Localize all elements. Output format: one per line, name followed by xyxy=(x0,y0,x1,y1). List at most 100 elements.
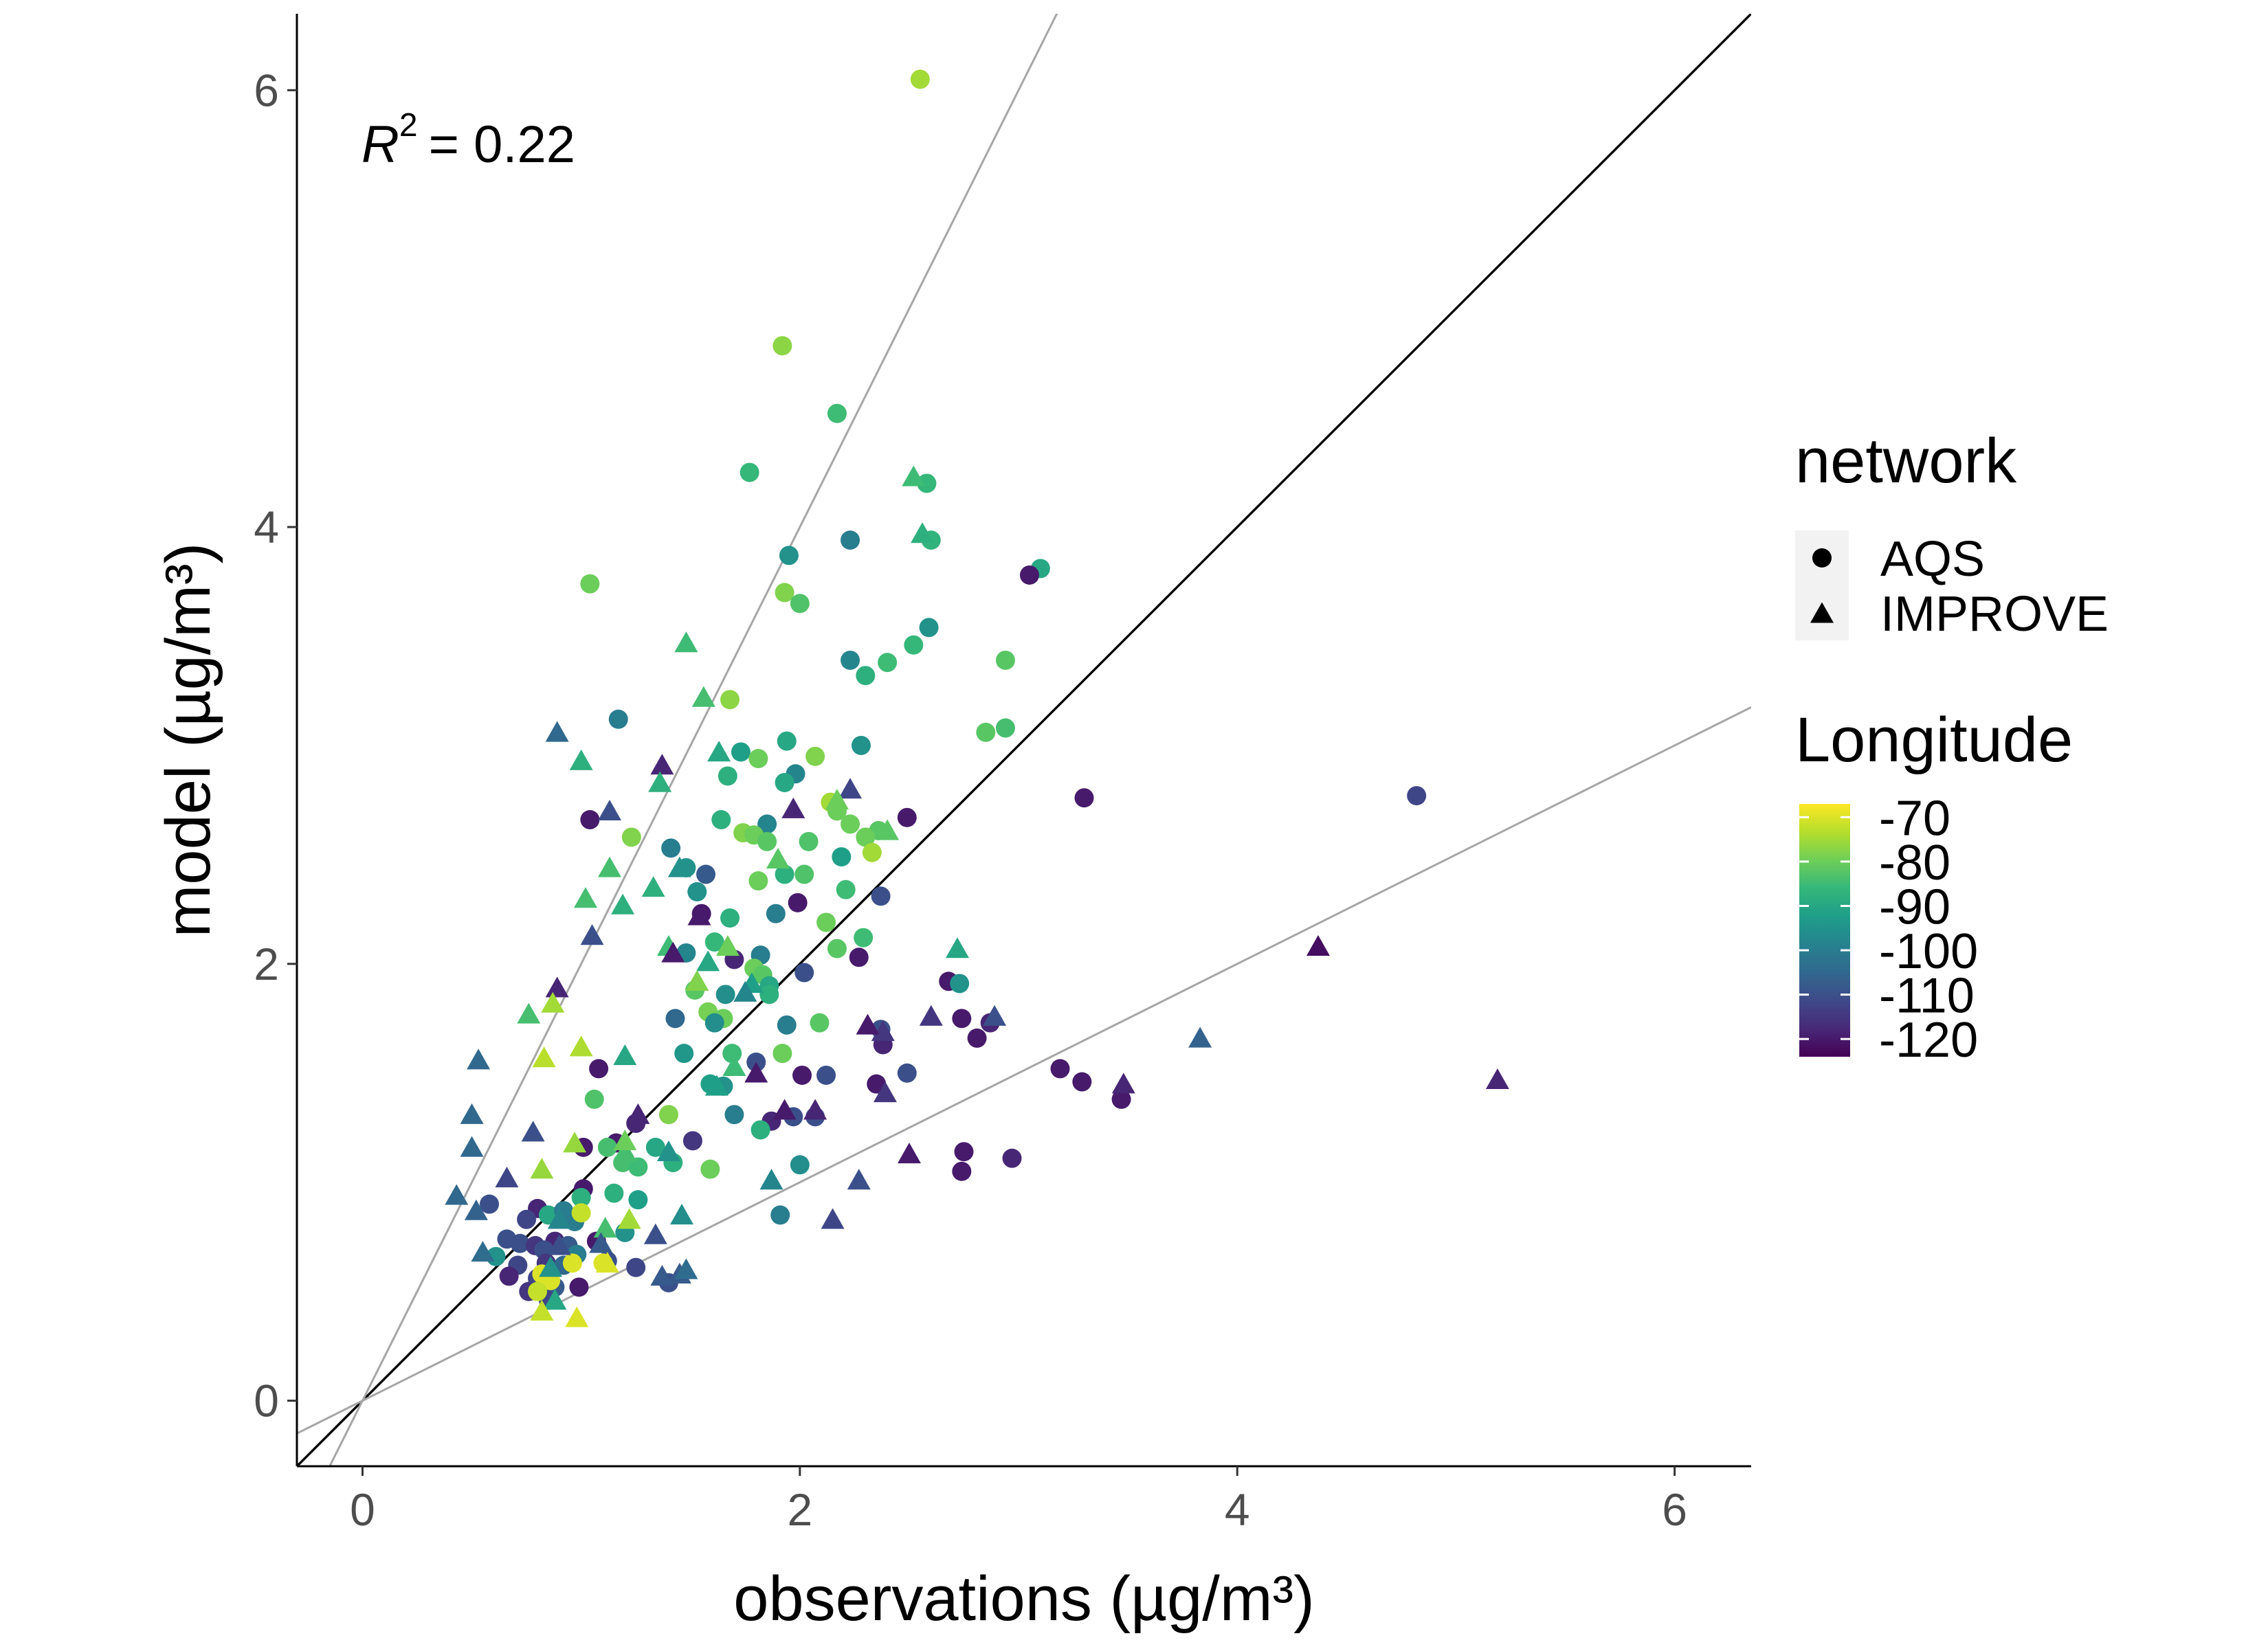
improve-point xyxy=(617,1208,641,1229)
improve-point xyxy=(641,876,665,897)
legend-network-label: IMPROVE xyxy=(1880,587,2109,642)
legend-circle-key xyxy=(1812,548,1832,568)
aqs-point xyxy=(711,810,731,830)
aqs-point xyxy=(777,1015,797,1035)
aqs-point xyxy=(810,1013,830,1033)
aqs-point xyxy=(584,1089,604,1109)
improve-point xyxy=(589,1232,613,1253)
improve-point xyxy=(902,465,926,486)
longitude-colorbar-ticks: -70-80-90-100-110-120 xyxy=(1799,791,1978,1068)
aqs-point xyxy=(1074,788,1094,808)
aqs-point xyxy=(626,1257,646,1277)
aqs-point xyxy=(816,1065,836,1085)
r2-annotation: R2 = 0.22 xyxy=(362,107,575,174)
aqs-point xyxy=(841,650,860,670)
improve-point xyxy=(856,1013,880,1035)
improve-point xyxy=(911,522,935,543)
legend-longitude-title: Longitude xyxy=(1795,705,2073,775)
improve-point xyxy=(704,1075,729,1096)
improve-point xyxy=(539,1256,563,1277)
aqs-point xyxy=(645,1137,665,1157)
aqs-point xyxy=(597,1137,617,1157)
x-axis-ticks: 0 2 4 6 xyxy=(350,1466,1687,1535)
aqs-point xyxy=(661,838,681,858)
improve-point xyxy=(467,1048,491,1070)
aqs-point xyxy=(952,1009,972,1029)
improve-point xyxy=(593,1217,617,1238)
improve-point xyxy=(547,1234,571,1255)
improve-point xyxy=(464,1199,488,1220)
improve-point xyxy=(1188,1027,1212,1048)
y-tick-label: 4 xyxy=(254,502,279,552)
aqs-point xyxy=(608,709,628,729)
aqs-point xyxy=(841,530,860,550)
aqs-point xyxy=(794,864,814,884)
y-axis-title: model (µg/m³) xyxy=(153,543,223,937)
colorbar-tick-label: -90 xyxy=(1879,879,1950,934)
x-tick-label: 6 xyxy=(1662,1484,1687,1535)
aqs-point xyxy=(766,904,786,923)
aqs-point xyxy=(757,814,777,834)
improve-point xyxy=(541,991,565,1013)
aqs-point xyxy=(854,928,874,947)
aqs-point xyxy=(628,1157,648,1177)
aqs-point xyxy=(724,1105,744,1125)
aqs-point xyxy=(580,574,600,594)
aqs-point xyxy=(827,403,847,423)
y-tick-label: 2 xyxy=(254,939,279,989)
improve-point xyxy=(667,856,691,877)
colorbar-tick-label: -80 xyxy=(1879,835,1950,890)
improve-point xyxy=(945,937,969,958)
aqs-point xyxy=(995,718,1015,738)
improve-point xyxy=(744,1062,768,1083)
aqs-point xyxy=(621,827,641,847)
aqs-point xyxy=(718,766,737,786)
aqs-point xyxy=(740,462,759,482)
improve-point xyxy=(613,1129,637,1151)
aqs-point xyxy=(720,690,740,710)
aqs-point xyxy=(897,1063,917,1083)
improve-point xyxy=(722,1055,746,1076)
aqs-point xyxy=(878,653,898,673)
improve-point xyxy=(595,1251,619,1273)
y-tick-label: 6 xyxy=(254,65,279,115)
aqs-point xyxy=(751,1120,770,1140)
improve-point xyxy=(696,950,720,972)
aqs-point xyxy=(687,882,707,901)
reference-line-slope-2 xyxy=(329,14,1058,1466)
aqs-point xyxy=(1050,1059,1070,1079)
data-points xyxy=(445,69,1509,1327)
aqs-point xyxy=(841,814,860,834)
aqs-point xyxy=(897,807,917,827)
aqs-point xyxy=(704,1013,724,1033)
colorbar-tick-label: -110 xyxy=(1879,969,1975,1024)
improve-point xyxy=(530,1158,554,1179)
legend-triangle-key xyxy=(1810,602,1834,623)
aqs-point xyxy=(904,635,924,655)
improve-point xyxy=(574,887,598,908)
aqs-point xyxy=(849,947,869,967)
improve-point xyxy=(983,1005,1007,1026)
aqs-point xyxy=(665,1009,685,1029)
aqs-point xyxy=(777,731,797,751)
aqs-point xyxy=(790,594,810,614)
aqs-point xyxy=(856,666,876,686)
improve-point xyxy=(825,789,849,810)
aqs-point xyxy=(772,336,792,356)
aqs-point xyxy=(976,722,996,742)
aqs-point xyxy=(967,1028,987,1048)
improve-point xyxy=(495,1167,519,1188)
aqs-point xyxy=(1019,565,1039,585)
aqs-point xyxy=(1407,786,1427,806)
improve-point xyxy=(626,1103,650,1124)
improve-point xyxy=(545,976,569,998)
aqs-point xyxy=(832,847,852,867)
aqs-point xyxy=(748,749,768,769)
aqs-point xyxy=(674,1044,694,1064)
x-tick-label: 0 xyxy=(350,1484,375,1535)
improve-point xyxy=(803,1099,827,1120)
reference-lines xyxy=(297,14,1751,1466)
aqs-point xyxy=(827,939,847,958)
improve-point xyxy=(613,1140,637,1161)
